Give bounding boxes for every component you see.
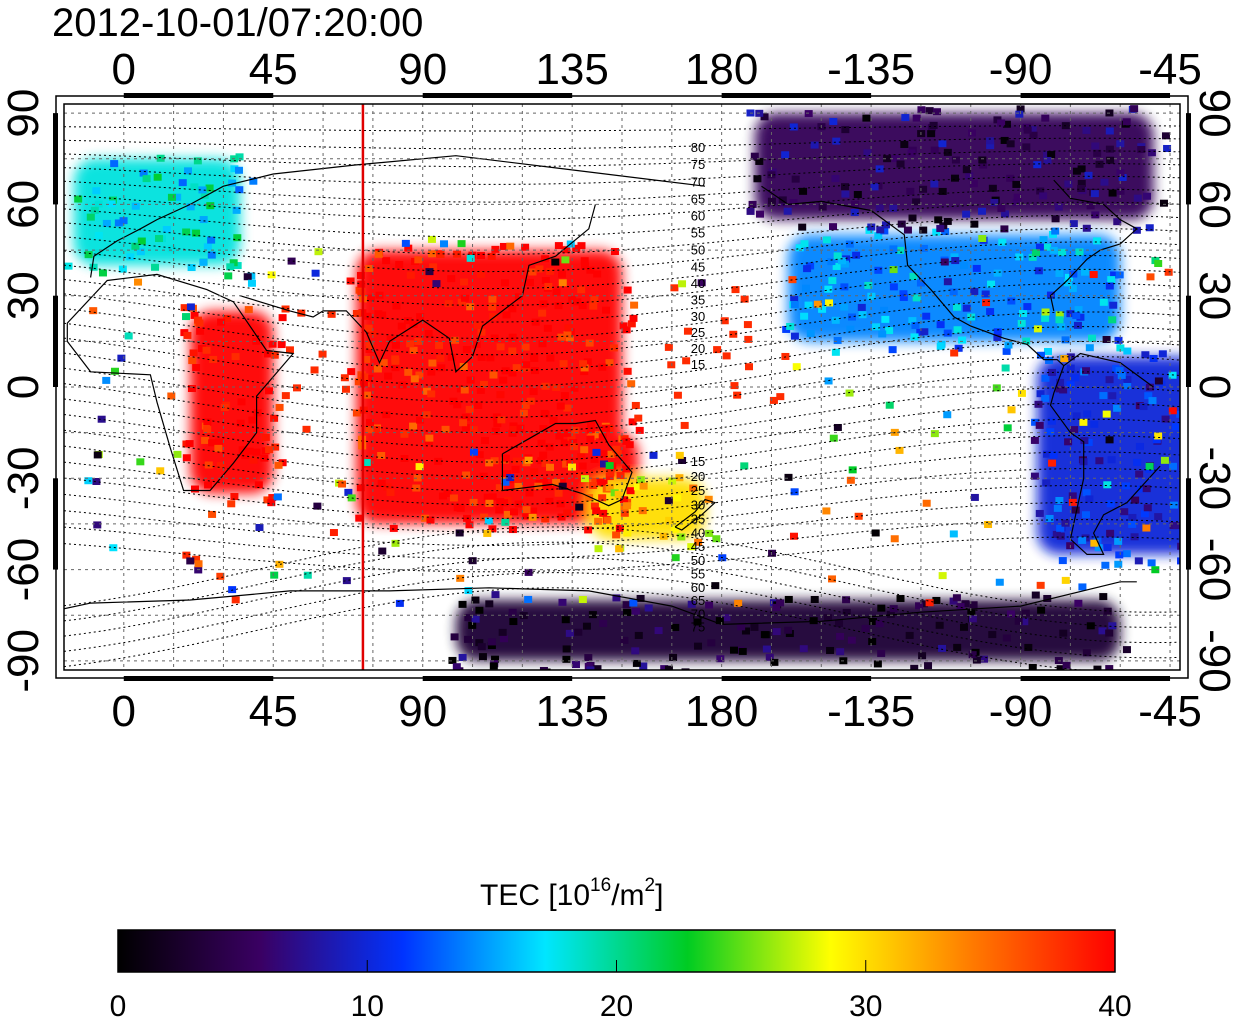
contour-label-south: 60: [691, 580, 705, 595]
y-left-tick-label: -90: [0, 629, 48, 693]
colorbar-tick-label: 30: [849, 990, 882, 1021]
colorbar-ticks: 0 10 20 30 40: [110, 960, 1132, 1021]
contour-label-south: 30: [691, 497, 705, 512]
contour-label-north: 15: [691, 357, 705, 372]
tec-region: [190, 310, 274, 494]
x-top-tick-label: 90: [398, 45, 447, 94]
x-bottom-tick-label: -45: [1138, 687, 1202, 736]
y-right-tick-label: 60: [1190, 180, 1235, 229]
tec-region: [73, 158, 241, 266]
x-top-tick-label: -135: [827, 45, 915, 94]
x-top-tick-label: 0: [112, 45, 136, 94]
contour-label-south: 20: [691, 469, 705, 484]
contour-label-north: 70: [691, 174, 705, 189]
contour-label-north: 25: [691, 325, 705, 340]
y-left-tick-label: 30: [0, 271, 48, 320]
y-right-tick-label: 90: [1190, 89, 1235, 138]
colorbar-tick-label: 10: [351, 990, 384, 1021]
y-right-tick-label: -30: [1190, 446, 1235, 510]
contour-label-south: 50: [691, 553, 705, 568]
right-latitude-ticks: 90 60 30 0 -30 -60 -90: [1190, 89, 1235, 693]
x-bottom-tick-label: -90: [989, 687, 1053, 736]
x-top-tick-label: 45: [249, 45, 298, 94]
y-left-tick-label: -60: [0, 538, 48, 602]
contour-label-north: 65: [691, 191, 705, 206]
map-area: [64, 104, 1180, 670]
contour-label-south: 40: [691, 525, 705, 540]
y-right-tick-label: 30: [1190, 271, 1235, 320]
map-grid: [64, 104, 1180, 670]
colorbar-tick-label: 20: [600, 990, 633, 1021]
contour-label-south: 45: [691, 539, 705, 554]
contour-label-south: 25: [691, 483, 705, 498]
contour-label-north: 80: [691, 140, 705, 155]
y-left-tick-label: 60: [0, 180, 48, 229]
contour-label-south: 65: [691, 593, 705, 608]
x-bottom-tick-label: 0: [112, 687, 136, 736]
colorbar-tick-label: 0: [110, 990, 127, 1021]
colorbar-label: TEC [1016/m2]: [480, 875, 663, 912]
y-left-tick-label: -30: [0, 446, 48, 510]
x-bottom-tick-label: 135: [535, 687, 608, 736]
contour-label-south: 15: [691, 454, 705, 469]
y-right-tick-label: -90: [1190, 629, 1235, 693]
contour-label-north: 20: [691, 341, 705, 356]
contour-label-north: 40: [691, 276, 705, 291]
top-longitude-ticks: 0 45 90 135 180 -135 -90 -45: [112, 45, 1202, 94]
contour-label-north: 35: [691, 292, 705, 307]
x-bottom-tick-label: -135: [827, 687, 915, 736]
contour-label-north: 50: [691, 242, 705, 257]
colorbar-tick-label: 40: [1098, 990, 1131, 1021]
left-latitude-ticks: 90 60 30 0 -30 -60 -90: [0, 89, 48, 693]
x-top-tick-label: 180: [685, 45, 758, 94]
contour-label-north: 75: [691, 157, 705, 172]
x-top-tick-label: -90: [989, 45, 1053, 94]
x-bottom-tick-label: 90: [398, 687, 447, 736]
y-right-tick-label: -60: [1190, 538, 1235, 602]
frame-ticks: [53, 93, 1191, 681]
map-frame: [63, 103, 1181, 671]
y-right-tick-label: 0: [1190, 375, 1235, 399]
x-bottom-tick-label: 45: [249, 687, 298, 736]
contour-label-south: 75: [691, 620, 705, 635]
contour-label-south: 70: [691, 606, 705, 621]
y-left-tick-label: 90: [0, 89, 48, 138]
x-top-tick-label: 135: [535, 45, 608, 94]
contour-label-north: 45: [691, 259, 705, 274]
x-bottom-tick-label: 180: [685, 687, 758, 736]
contour-label-north: 30: [691, 309, 705, 324]
contour-label-south: 35: [691, 512, 705, 527]
map-title: 2012-10-01/07:20:00: [52, 1, 423, 45]
contour-labels: 8075706560555045403530252015152025303540…: [691, 140, 705, 635]
bottom-longitude-ticks: 0 45 90 135 180 -135 -90 -45: [112, 687, 1202, 736]
contour-label-south: 55: [691, 566, 705, 581]
x-top-tick-label: -45: [1138, 45, 1202, 94]
y-left-tick-label: 0: [0, 375, 48, 399]
contour-label-north: 55: [691, 226, 705, 241]
contour-label-north: 60: [691, 209, 705, 224]
